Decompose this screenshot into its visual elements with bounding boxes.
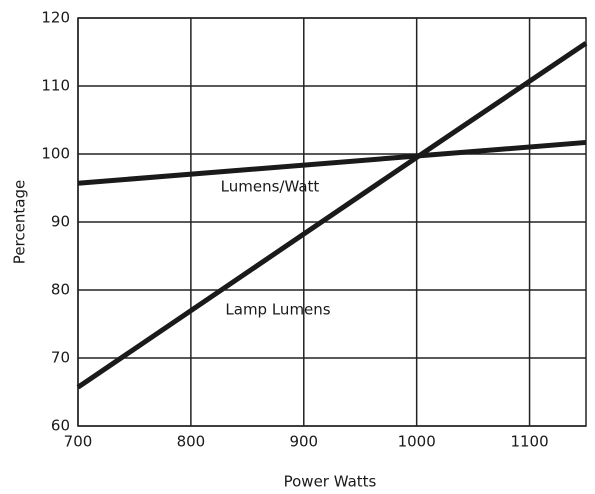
x-axis-label: Power Watts: [284, 473, 377, 491]
y-tick-label: 70: [51, 349, 70, 367]
data-line: [76, 41, 588, 390]
x-tick-label: 900: [289, 433, 318, 451]
y-tick-label: 120: [41, 9, 70, 27]
plot-frame: [77, 17, 587, 427]
y-tick-label: 110: [41, 77, 70, 95]
y-tick-label: 100: [41, 145, 70, 163]
y-axis-label: Percentage: [11, 180, 29, 264]
x-tick-label: 800: [177, 433, 206, 451]
x-tick-label: 700: [64, 433, 93, 451]
x-tick-label: 1100: [510, 433, 548, 451]
y-tick-label: 90: [51, 213, 70, 231]
x-tick-label: 1000: [398, 433, 436, 451]
series-label: Lamp Lumens: [225, 301, 330, 319]
y-tick-label: 80: [51, 281, 70, 299]
series-label: Lumens/Watt: [221, 178, 320, 196]
data-line: [77, 139, 587, 186]
y-tick-label: 60: [51, 417, 70, 435]
